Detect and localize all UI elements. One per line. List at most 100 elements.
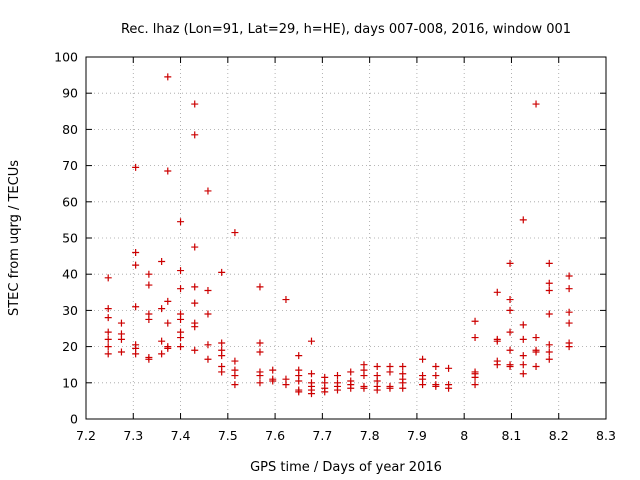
- x-tick-label: 7.8: [360, 428, 380, 443]
- data-point: [256, 379, 264, 387]
- data-point: [445, 384, 453, 392]
- data-point: [307, 390, 315, 398]
- data-point: [145, 270, 153, 278]
- data-point: [532, 363, 540, 371]
- data-point: [191, 100, 199, 108]
- data-point: [307, 337, 315, 345]
- data-point: [399, 384, 407, 392]
- data-point: [231, 372, 239, 380]
- x-tick-label: 7.7: [312, 428, 332, 443]
- data-point: [506, 346, 514, 354]
- data-point: [269, 377, 277, 385]
- data-point: [191, 131, 199, 139]
- y-tick-label: 60: [62, 194, 78, 209]
- data-point: [565, 319, 573, 327]
- data-point: [545, 259, 553, 267]
- data-point: [132, 248, 140, 256]
- data-point: [432, 382, 440, 390]
- data-point: [177, 334, 185, 342]
- data-point: [565, 343, 573, 351]
- x-tick-label: 7.6: [265, 428, 285, 443]
- data-point: [191, 299, 199, 307]
- y-tick-label: 80: [62, 122, 78, 137]
- data-point: [177, 267, 185, 275]
- data-point: [256, 372, 264, 380]
- data-point: [177, 315, 185, 323]
- x-tick-label: 7.4: [171, 428, 191, 443]
- x-tick-label: 7.3: [123, 428, 143, 443]
- data-point: [204, 355, 212, 363]
- data-point: [333, 372, 341, 380]
- data-point: [506, 328, 514, 336]
- data-point: [386, 368, 394, 376]
- y-tick-label: 0: [70, 412, 78, 427]
- data-point: [519, 352, 527, 360]
- data-point: [164, 319, 172, 327]
- x-tick-label: 8.1: [502, 428, 522, 443]
- data-point: [164, 167, 172, 175]
- data-point: [321, 388, 329, 396]
- data-point: [191, 283, 199, 291]
- data-point: [471, 381, 479, 389]
- data-point: [204, 341, 212, 349]
- data-point: [191, 346, 199, 354]
- data-point: [231, 229, 239, 237]
- data-point: [386, 384, 394, 392]
- data-point: [532, 334, 540, 342]
- data-point: [506, 363, 514, 371]
- y-tick-label: 50: [62, 231, 78, 246]
- data-point: [145, 315, 153, 323]
- data-point: [132, 350, 140, 358]
- data-point: [104, 314, 112, 322]
- plot-frame: [85, 56, 607, 420]
- x-tick-label: 8.2: [549, 428, 569, 443]
- data-point: [545, 279, 553, 287]
- data-point: [145, 355, 153, 363]
- data-point: [177, 343, 185, 351]
- x-tick-label: 7.9: [407, 428, 427, 443]
- data-point: [117, 348, 125, 356]
- data-point: [506, 296, 514, 304]
- data-point: [231, 381, 239, 389]
- data-point: [493, 337, 501, 345]
- data-point: [218, 268, 226, 276]
- y-tick-label: 70: [62, 158, 78, 173]
- y-tick-label: 10: [62, 375, 78, 390]
- data-point: [471, 334, 479, 342]
- data-point: [256, 348, 264, 356]
- data-point: [419, 381, 427, 389]
- data-point: [158, 305, 166, 313]
- data-point: [347, 368, 355, 376]
- data-point: [132, 163, 140, 171]
- data-point: [347, 384, 355, 392]
- data-point: [519, 335, 527, 343]
- data-point: [545, 355, 553, 363]
- y-tick-label: 20: [62, 339, 78, 354]
- data-point: [506, 306, 514, 314]
- data-point: [519, 361, 527, 369]
- data-point: [104, 343, 112, 351]
- x-tick-label: 7.5: [218, 428, 238, 443]
- data-point: [545, 348, 553, 356]
- data-point: [295, 388, 303, 396]
- data-point: [399, 363, 407, 371]
- tick-labels: 7.2 7.3 7.4 7.5 7.6 7.7 7.8 7.9 8 8.1 8.2 8.3 0 10 20 3…: [54, 50, 616, 444]
- data-point: [532, 348, 540, 356]
- data-point: [545, 310, 553, 318]
- x-tick-label: 8.3: [596, 428, 616, 443]
- data-point: [282, 381, 290, 389]
- data-point: [333, 386, 341, 394]
- x-tick-label: 7.2: [76, 428, 96, 443]
- data-point: [164, 344, 172, 352]
- data-point: [373, 386, 381, 394]
- data-point: [204, 187, 212, 195]
- data-point: [177, 285, 185, 293]
- data-point: [295, 377, 303, 385]
- x-axis-label: GPS time / Days of year 2016: [250, 460, 442, 475]
- data-point: [256, 283, 264, 291]
- data-point: [360, 384, 368, 392]
- data-point: [164, 297, 172, 305]
- data-point: [545, 286, 553, 294]
- data-point: [191, 323, 199, 331]
- data-point: [445, 364, 453, 372]
